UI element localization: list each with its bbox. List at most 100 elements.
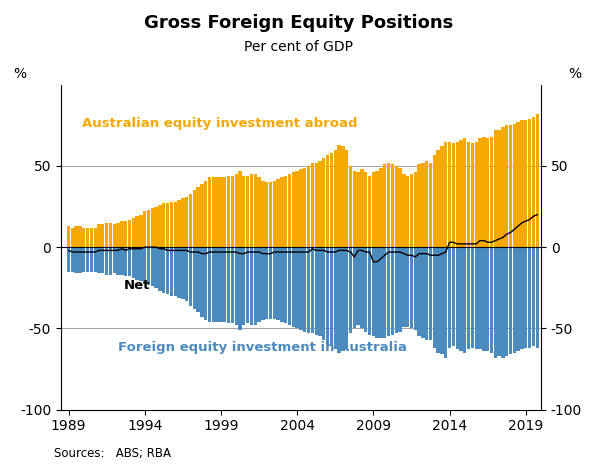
Bar (364, 247, 367, 332)
Bar (75, 247, 78, 273)
Bar (436, 149, 440, 247)
Bar (513, 124, 516, 247)
Bar (185, 197, 188, 247)
Bar (284, 247, 287, 324)
Bar (310, 163, 314, 247)
Bar (292, 247, 295, 327)
Bar (356, 247, 360, 325)
Bar (212, 177, 215, 247)
Bar (242, 176, 245, 247)
Bar (448, 142, 451, 247)
Bar (136, 247, 139, 280)
Bar (78, 247, 82, 273)
Bar (261, 247, 264, 320)
Bar (334, 149, 337, 247)
Bar (471, 143, 474, 247)
Bar (265, 182, 268, 247)
Bar (284, 176, 287, 247)
Bar (482, 247, 485, 351)
Bar (193, 190, 196, 247)
Text: Gross Foreign Equity Positions: Gross Foreign Equity Positions (144, 14, 453, 32)
Bar (368, 176, 371, 247)
Bar (288, 174, 291, 247)
Bar (196, 187, 200, 247)
Bar (219, 247, 223, 322)
Bar (303, 247, 306, 332)
Bar (265, 247, 268, 318)
Bar (467, 142, 470, 247)
Bar (70, 247, 74, 271)
Bar (452, 143, 455, 247)
Bar (269, 182, 272, 247)
Bar (490, 247, 493, 353)
Bar (273, 181, 276, 247)
Bar (383, 247, 386, 338)
Bar (273, 247, 276, 318)
Bar (257, 247, 261, 322)
Bar (67, 226, 70, 247)
Bar (456, 142, 459, 247)
Bar (223, 247, 226, 322)
Bar (463, 138, 466, 247)
Bar (109, 223, 112, 247)
Bar (94, 247, 97, 271)
Bar (120, 247, 124, 275)
Bar (376, 247, 379, 338)
Bar (421, 163, 424, 247)
Bar (299, 169, 303, 247)
Bar (505, 125, 509, 247)
Bar (181, 198, 184, 247)
Bar (334, 247, 337, 349)
Bar (82, 227, 85, 247)
Bar (467, 247, 470, 349)
Bar (436, 247, 440, 353)
Bar (196, 247, 200, 312)
Bar (296, 171, 299, 247)
Bar (349, 247, 352, 333)
Bar (372, 247, 375, 337)
Bar (322, 247, 325, 340)
Bar (124, 247, 127, 276)
Bar (223, 177, 226, 247)
Bar (208, 247, 211, 322)
Bar (421, 247, 424, 338)
Bar (204, 181, 207, 247)
Bar (90, 247, 93, 271)
Bar (490, 137, 493, 247)
Bar (349, 166, 352, 247)
Bar (139, 215, 143, 247)
Bar (162, 247, 165, 293)
Bar (341, 247, 344, 351)
Bar (433, 155, 436, 247)
Bar (360, 169, 364, 247)
Bar (368, 247, 371, 335)
Bar (238, 247, 242, 330)
Bar (459, 247, 463, 351)
Bar (372, 172, 375, 247)
Bar (456, 247, 459, 349)
Bar (513, 247, 516, 353)
Bar (174, 247, 177, 296)
Bar (429, 247, 432, 340)
Bar (303, 168, 306, 247)
Bar (391, 247, 394, 335)
Bar (391, 164, 394, 247)
Bar (353, 247, 356, 328)
Bar (444, 247, 447, 358)
Bar (97, 225, 101, 247)
Bar (147, 210, 150, 247)
Bar (433, 247, 436, 348)
Bar (189, 247, 192, 305)
Text: %: % (568, 67, 581, 81)
Bar (120, 221, 124, 247)
Bar (318, 161, 322, 247)
Bar (440, 247, 444, 354)
Bar (395, 166, 398, 247)
Bar (417, 247, 421, 337)
Bar (516, 247, 520, 351)
Bar (478, 247, 482, 349)
Bar (330, 247, 333, 346)
Bar (326, 247, 330, 345)
Bar (113, 225, 116, 247)
Bar (475, 247, 478, 349)
